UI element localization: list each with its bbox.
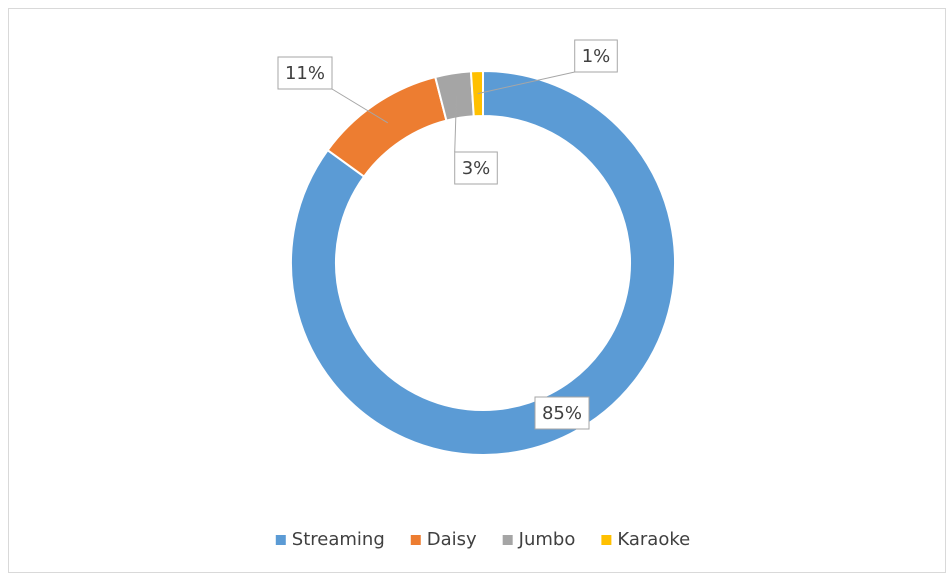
data-label: 3%: [462, 158, 491, 179]
legend-label: Daisy: [427, 529, 477, 550]
legend-label: Jumbo: [518, 529, 576, 550]
legend-swatch: [275, 535, 286, 545]
data-label-box: [277, 56, 333, 90]
leader-line: [331, 88, 388, 124]
leader-line: [477, 71, 575, 95]
data-label: 85%: [542, 403, 582, 424]
leader-line: [454, 95, 457, 153]
data-label-box: [454, 151, 498, 185]
donut-slice: [469, 69, 484, 118]
legend-swatch: [502, 535, 513, 545]
legend-label: Streaming: [292, 529, 385, 550]
data-label-box: [534, 396, 590, 430]
data-label: 11%: [285, 63, 325, 84]
data-label: 1%: [582, 46, 611, 67]
donut-slice: [290, 69, 676, 456]
legend-label: Karaoke: [617, 529, 690, 550]
legend-swatch: [410, 535, 421, 545]
legend-swatch: [601, 535, 612, 545]
data-label-box: [574, 39, 618, 73]
